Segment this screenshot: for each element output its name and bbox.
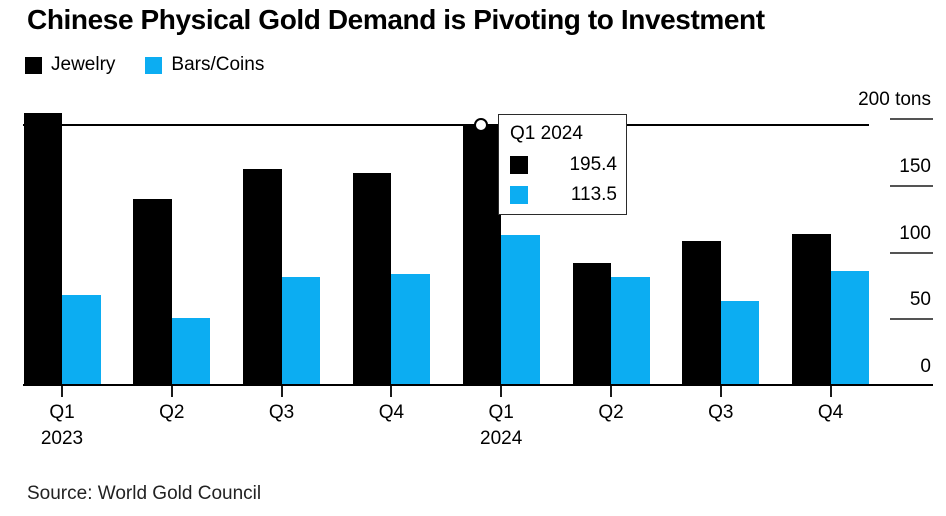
x-label-q2-2024: Q2 — [598, 402, 624, 423]
bars-coins-swatch-icon — [145, 56, 163, 74]
bar-bars-coins-q4-2023[interactable] — [391, 273, 430, 386]
x-year-label-2024: 2024 — [480, 428, 523, 449]
hover-marker-icon — [474, 117, 489, 132]
x-year-label-2023: 2023 — [40, 428, 84, 449]
x-label-q3-2024: Q3 — [708, 402, 734, 423]
y-label-0: 0 — [920, 356, 931, 377]
y-label-150: 150 — [899, 155, 931, 177]
chart-title: Chinese Physical Gold Demand is Pivoting… — [27, 4, 765, 35]
bar-jewelry-q2-2024[interactable] — [572, 263, 611, 386]
tooltip-row-bars-coins: 113.5 — [510, 184, 617, 206]
tooltip-jewelry-swatch-icon — [510, 156, 528, 174]
x-tick-q3-2024 — [719, 386, 722, 397]
y-tick-100 — [890, 251, 933, 254]
tooltip-row-jewelry: 195.4 — [510, 154, 617, 176]
bar-bars-coins-q3-2024[interactable] — [720, 300, 760, 386]
x-tick-q4-2024 — [829, 386, 832, 397]
legend-label-jewelry: Jewelry — [51, 54, 116, 75]
crosshair-line — [23, 124, 869, 127]
bar-bars-coins-q1-2023[interactable] — [62, 295, 101, 386]
tooltip-title: Q1 2024 — [510, 123, 583, 144]
x-label-q4-2023: Q4 — [378, 402, 405, 423]
y-label-50: 50 — [909, 289, 931, 311]
bar-bars-coins-q3-2023[interactable] — [281, 276, 321, 386]
jewelry-swatch-icon — [25, 56, 42, 74]
x-axis-baseline — [23, 384, 933, 386]
bar-jewelry-q2-2023[interactable] — [133, 199, 172, 386]
bar-jewelry-q4-2024[interactable] — [792, 233, 831, 386]
x-label-q4-2024: Q4 — [817, 402, 844, 423]
bar-bars-coins-q4-2024[interactable] — [830, 271, 870, 386]
legend-item-bars-coins: Bars/Coins — [145, 54, 264, 76]
tooltip: Q1 2024 195.4 113.5 — [498, 114, 627, 215]
bar-jewelry-q3-2024[interactable] — [682, 240, 721, 386]
legend-item-jewelry: Jewelry — [25, 54, 115, 76]
x-tick-q2-2023 — [170, 386, 173, 397]
tooltip-bars-coins-swatch-icon — [510, 186, 528, 204]
x-label-q3-2023: Q3 — [268, 402, 295, 423]
bar-jewelry-q1-2023[interactable] — [23, 112, 62, 386]
y-tick-50 — [890, 318, 933, 321]
x-label-q1-2023: Q1 — [49, 402, 75, 423]
x-label-q1-2024: Q1 — [488, 402, 514, 423]
x-tick-q3-2023 — [280, 386, 283, 397]
bar-jewelry-q4-2023[interactable] — [352, 172, 392, 386]
x-tick-q1-2024 — [500, 386, 503, 397]
tooltip-value-bars-coins: 113.5 — [570, 184, 617, 205]
x-label-q2-2023: Q2 — [159, 402, 185, 423]
x-tick-q1-2023 — [61, 386, 63, 397]
bar-jewelry-q1-2024[interactable] — [462, 125, 502, 386]
y-label-100: 100 — [899, 222, 931, 244]
bar-bars-coins-q2-2024[interactable] — [611, 276, 650, 386]
bar-bars-coins-q1-2024[interactable] — [501, 234, 540, 386]
bar-jewelry-q3-2023[interactable] — [243, 168, 282, 386]
x-tick-q4-2023 — [390, 386, 393, 397]
y-tick-150 — [890, 184, 933, 187]
bar-bars-coins-q2-2023[interactable] — [171, 317, 211, 386]
x-tick-q2-2024 — [610, 386, 612, 397]
y-label-200: 200 tons — [858, 89, 931, 111]
legend: Jewelry Bars/Coins — [25, 54, 264, 76]
source-label: Source: World Gold Council — [27, 483, 262, 504]
tooltip-value-jewelry: 195.4 — [569, 154, 617, 175]
y-tick-200 — [890, 118, 933, 121]
legend-label-bars-coins: Bars/Coins — [171, 54, 265, 75]
